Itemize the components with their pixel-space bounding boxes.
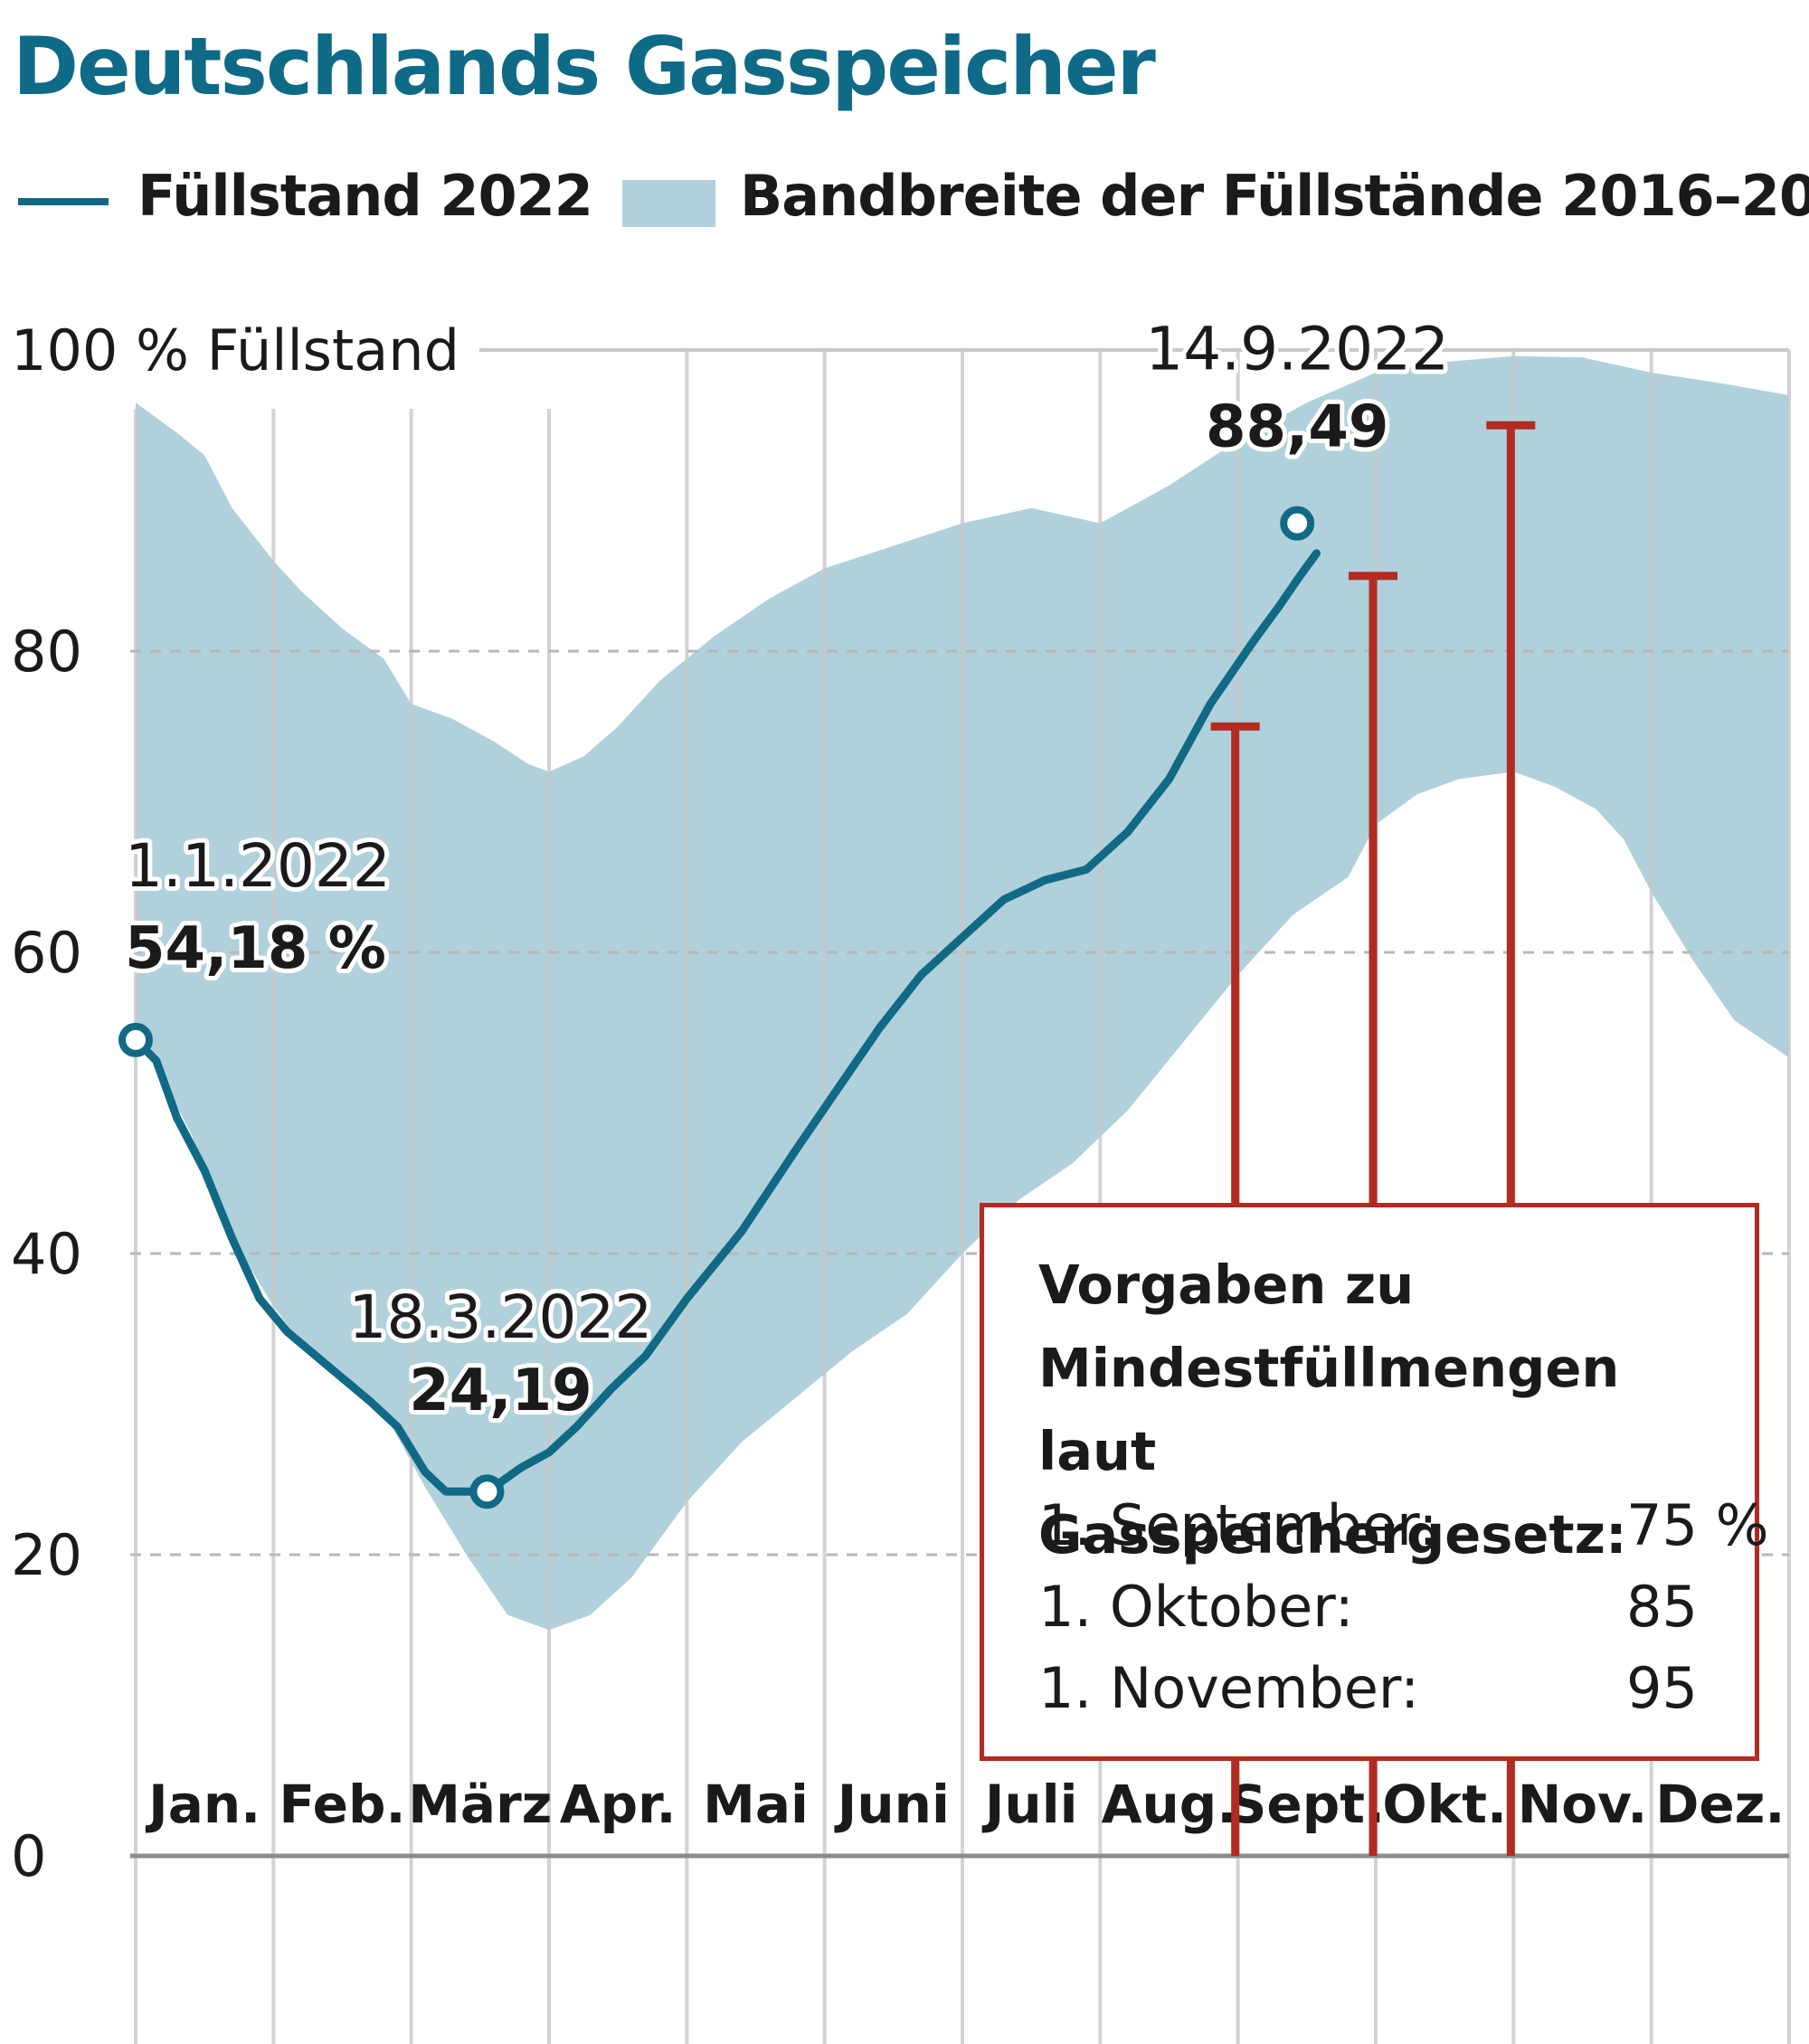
target-row-oktober: 1. Oktober: 85 (1038, 1574, 1698, 1640)
point-marker-1 (469, 1474, 505, 1509)
target-label-november: 1. November: (1038, 1655, 1420, 1721)
month-label-4: Mai (703, 1774, 809, 1835)
point-marker-0 (118, 1022, 153, 1057)
y-tick-label-20: 20 (11, 1522, 82, 1588)
target-row-november: 1. November: 95 (1038, 1655, 1698, 1721)
month-label-0: Jan. (145, 1774, 260, 1835)
month-label-2: März (408, 1774, 552, 1835)
y-tick-label-80: 80 (11, 619, 82, 685)
point-marker-2 (1280, 506, 1315, 541)
y-tick-label-100: 100 % Füllstand (11, 317, 459, 383)
month-label-10: Nov. (1518, 1774, 1648, 1835)
legend-line-label: Füllstand 2022 (137, 163, 593, 229)
point-value-label-0: 54,18 % (125, 915, 386, 982)
month-label-1: Feb. (279, 1774, 405, 1835)
month-label-11: Dez. (1655, 1774, 1785, 1835)
y-tick-label-0: 0 (11, 1823, 46, 1889)
point-date-label-0: 1.1.2022 (125, 831, 391, 901)
month-label-9: Okt. (1382, 1774, 1507, 1835)
point-date-label-1: 18.3.2022 (348, 1282, 652, 1352)
target-label-september: 1. September: (1038, 1492, 1438, 1558)
target-row-september: 1. September: 75 % (1038, 1492, 1769, 1558)
month-label-6: Juli (981, 1774, 1078, 1835)
target-value-oktober: 85 (1626, 1574, 1698, 1640)
legend-line-swatch (18, 198, 109, 205)
target-label-oktober: 1. Oktober: (1038, 1574, 1354, 1640)
legend-band-label: Bandbreite der Füllstände 2016–2021 (740, 163, 1809, 229)
targets-note-box: Vorgaben zu Mindestfüllmengen laut Gassp… (980, 1203, 1769, 1761)
chart-title: Deutschlands Gasspeicher (13, 20, 1156, 113)
point-value-label-1: 24,19 (409, 1358, 592, 1424)
point-date-label-2: 14.9.2022 (1145, 315, 1449, 384)
legend-band-swatch (622, 180, 715, 227)
month-label-7: Aug. (1102, 1774, 1237, 1835)
targets-note-title: Vorgaben zu Mindestfüllmengen laut Gassp… (1038, 1254, 1627, 1566)
y-tick-label-40: 40 (11, 1221, 82, 1287)
month-label-5: Juni (834, 1774, 950, 1835)
y-tick-label-60: 60 (11, 920, 82, 986)
month-label-8: Sept. (1229, 1774, 1385, 1835)
fill-level-2022-line (131, 549, 1321, 1496)
target-value-september: 75 % (1626, 1492, 1769, 1558)
point-value-label-2: 88,49 (1206, 394, 1388, 461)
month-label-3: Apr. (560, 1774, 677, 1835)
target-value-november: 95 (1626, 1655, 1698, 1721)
